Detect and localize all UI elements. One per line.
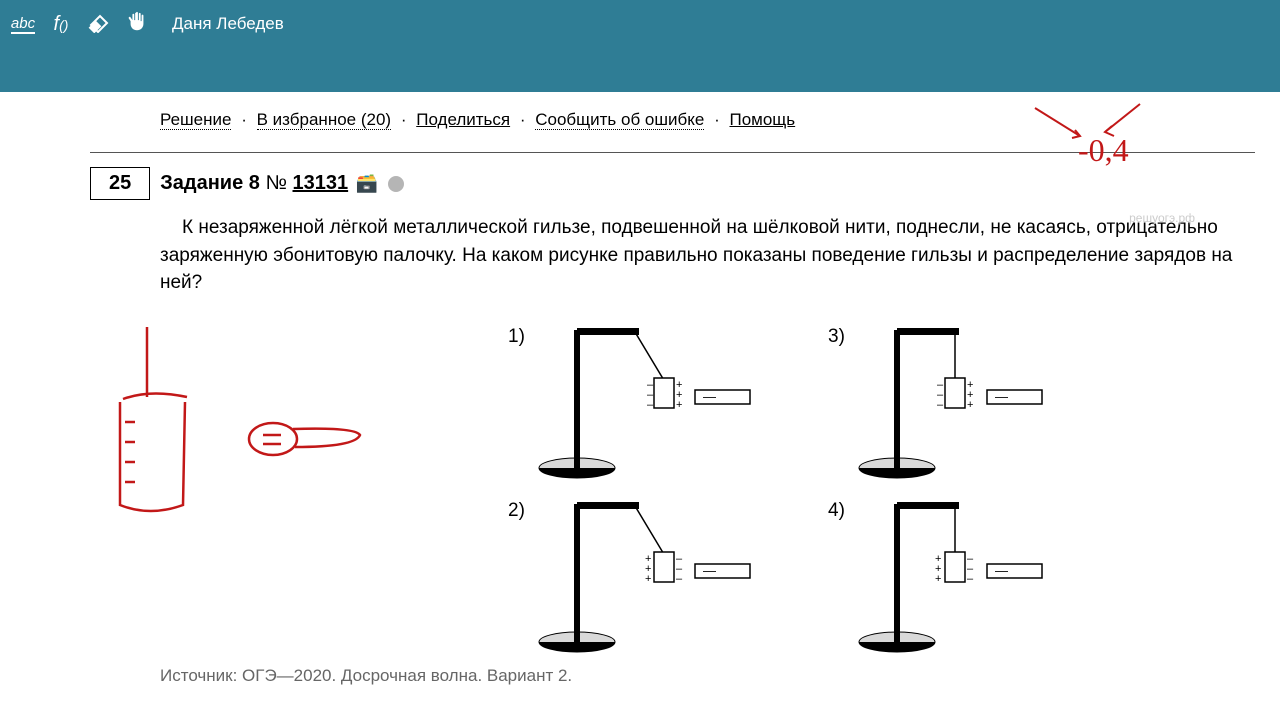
- link-report[interactable]: Сообщить об ошибке: [535, 110, 704, 130]
- svg-text:–: –: [676, 573, 683, 585]
- figures-grid: 1) ––– +++ — 2): [420, 320, 1060, 650]
- user-name-label: Даня Лебедев: [172, 14, 284, 34]
- task-id-link[interactable]: 13131: [293, 172, 349, 194]
- task-label: Задание 8: [160, 172, 260, 194]
- task-source: Источник: ОГЭ—2020. Досрочная волна. Вар…: [160, 666, 572, 686]
- svg-text:–: –: [967, 573, 974, 585]
- eraser-icon: [88, 11, 110, 38]
- link-sep: ·: [241, 110, 247, 129]
- top-toolbar: abc f() Даня Лебедев: [0, 0, 1280, 48]
- link-sep: ·: [520, 110, 526, 129]
- figure-4-diagram: +++ ––– —: [855, 494, 1075, 654]
- svg-text:+: +: [676, 399, 682, 411]
- task-set-index: 25: [90, 167, 150, 200]
- figure-1-diagram: ––– +++ —: [535, 320, 755, 480]
- annotation-left-sketch: [95, 317, 385, 537]
- link-sep: ·: [714, 110, 720, 129]
- figure-4-label: 4): [828, 500, 845, 522]
- link-share[interactable]: Поделиться: [416, 110, 510, 129]
- task-no-symbol: №: [265, 172, 286, 194]
- svg-text:–: –: [937, 399, 944, 411]
- content-column: Решение · В избранное (20) · Поделиться …: [90, 110, 1255, 305]
- figure-3-label: 3): [828, 326, 845, 348]
- link-favorites[interactable]: В избранное (20): [257, 110, 391, 130]
- status-dot-icon: [388, 176, 404, 192]
- figure-1-label: 1): [508, 326, 525, 348]
- formula-tool-button[interactable]: f(): [44, 7, 78, 41]
- link-help[interactable]: Помощь: [729, 110, 795, 129]
- svg-text:+: +: [967, 399, 973, 411]
- toolbar-subbar: [0, 48, 1280, 92]
- svg-text:+: +: [645, 573, 651, 585]
- svg-text:—: —: [995, 563, 1008, 578]
- link-solution[interactable]: Решение: [160, 110, 231, 130]
- svg-text:—: —: [995, 389, 1008, 404]
- svg-text:—: —: [703, 563, 716, 578]
- site-watermark: решуогэ.рф: [1129, 211, 1195, 225]
- link-sep: ·: [401, 110, 407, 129]
- task-separator: [90, 152, 1255, 153]
- formula-icon: f(): [54, 13, 69, 36]
- hand-icon: [126, 11, 148, 38]
- task-title: Задание 8 № 13131 🗃️: [160, 172, 403, 195]
- figure-3-diagram: ––– +++ —: [855, 320, 1075, 480]
- svg-text:—: —: [703, 389, 716, 404]
- figure-2-label: 2): [508, 500, 525, 522]
- problem-body: К незаряженной лёгкой металлической гиль…: [160, 217, 1232, 293]
- premium-icon: 🗃️: [356, 173, 378, 193]
- svg-text:–: –: [647, 399, 654, 411]
- task-header: 25 Задание 8 № 13131 🗃️: [90, 167, 1255, 200]
- text-tool-button[interactable]: abc: [6, 7, 40, 41]
- task-links-row: Решение · В избранное (20) · Поделиться …: [160, 110, 1255, 130]
- text-tool-icon: abc: [11, 15, 35, 34]
- hand-tool-button[interactable]: [120, 7, 154, 41]
- page-area: Решение · В избранное (20) · Поделиться …: [0, 92, 1280, 720]
- problem-text: К незаряженной лёгкой металлической гиль…: [160, 214, 1255, 297]
- svg-text:+: +: [935, 573, 941, 585]
- eraser-tool-button[interactable]: [82, 7, 116, 41]
- figure-2-diagram: +++ ––– —: [535, 494, 755, 654]
